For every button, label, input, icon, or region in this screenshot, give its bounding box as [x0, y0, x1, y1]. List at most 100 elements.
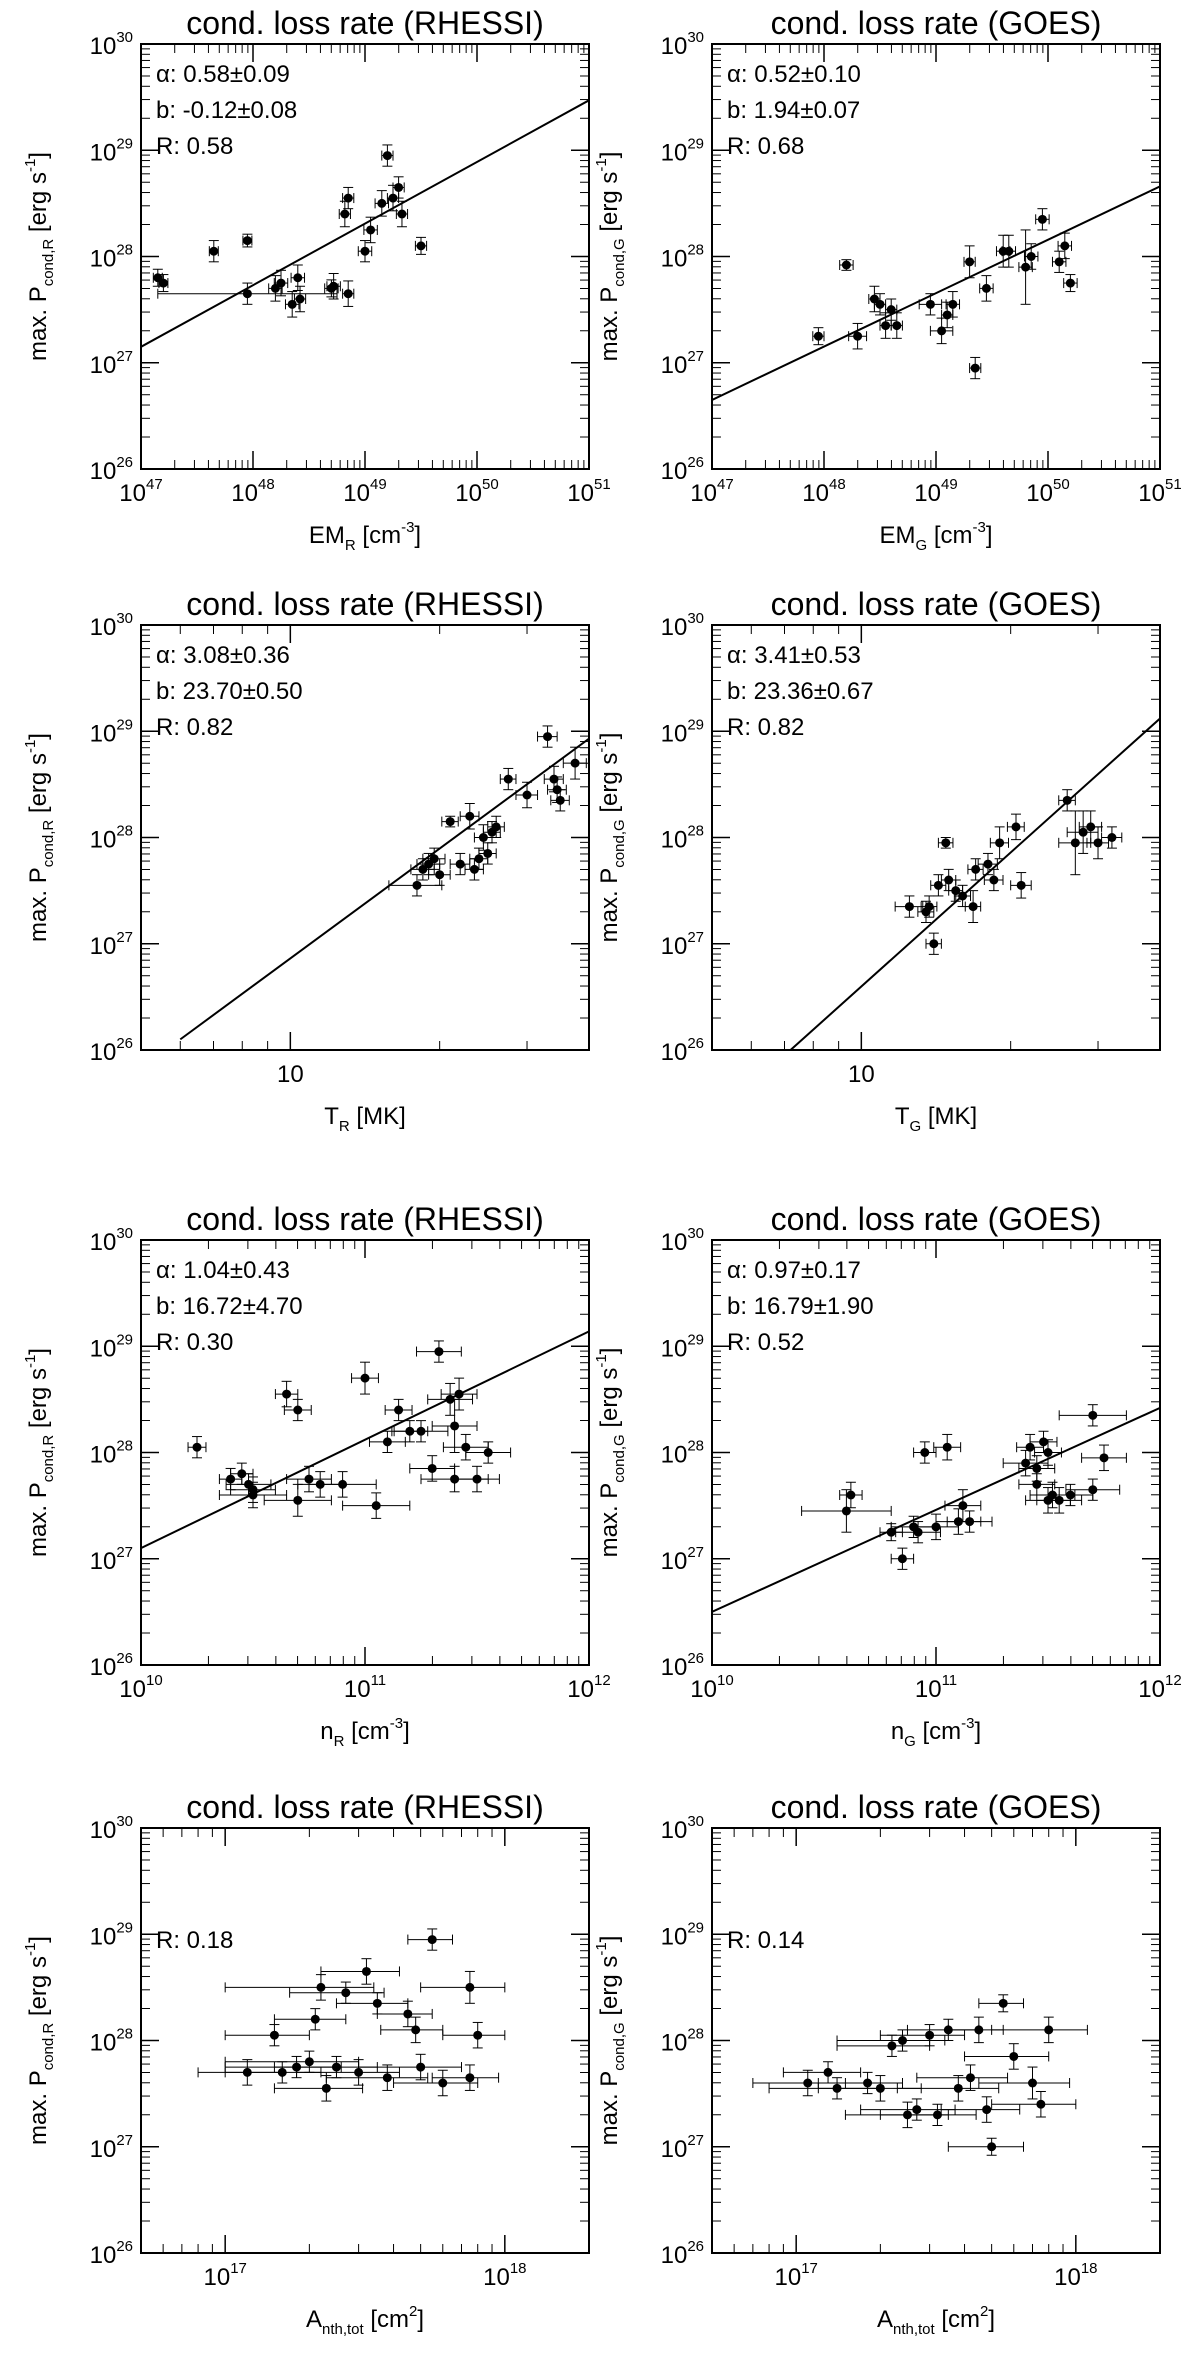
data-marker [965, 1517, 975, 1527]
data-marker [269, 2030, 279, 2040]
y-tick-base: 10 [90, 827, 117, 854]
data-marker [416, 2062, 426, 2072]
data-point [326, 273, 341, 300]
data-marker [887, 2041, 897, 2051]
data-point [414, 236, 428, 255]
data-point [979, 275, 994, 302]
data-point [983, 868, 1004, 892]
chart-title: cond. loss rate (RHESSI) [186, 1789, 543, 1825]
data-point [1058, 789, 1076, 812]
data-point [357, 240, 373, 263]
fit-annotation: α: 0.97±0.17 [727, 1257, 861, 1284]
data-layer [141, 1330, 589, 1550]
data-marker [331, 2062, 341, 2072]
data-layer [197, 1928, 506, 2102]
data-marker [929, 939, 939, 949]
y-label-close: ] [596, 152, 623, 159]
data-marker [226, 1474, 236, 1484]
data-marker [1011, 822, 1021, 832]
data-point [817, 2071, 904, 2095]
y-tick-base: 10 [90, 2242, 117, 2269]
x-label-base: n [891, 1718, 904, 1745]
data-marker [153, 273, 163, 283]
data-point [273, 2008, 347, 2031]
x-tick-label: 1010 [690, 1672, 733, 1703]
data-point [1034, 1439, 1062, 1466]
data-marker [343, 193, 353, 203]
y-tick-label: 1029 [90, 1331, 133, 1362]
data-marker [974, 2025, 984, 2035]
y-label-sup: -1 [22, 740, 39, 753]
fit-annotation: R: 0.18 [156, 1927, 233, 1954]
y-axis-label: max. Pcond,R [erg s-1] [22, 152, 57, 361]
y-label-unit: [erg s [596, 172, 623, 239]
data-marker [987, 2142, 997, 2152]
y-tick-label: 1028 [661, 823, 704, 854]
y-label-base: max. P [596, 868, 623, 943]
data-marker [276, 278, 286, 288]
data-marker [338, 1479, 348, 1489]
fit-annotation: R: 0.30 [156, 1329, 233, 1356]
x-tick-label: 1011 [915, 1672, 957, 1703]
y-tick-exp: 29 [116, 135, 133, 152]
fit-annotation: b: 23.36±0.67 [727, 678, 874, 705]
data-marker [1065, 1490, 1075, 1500]
y-tick-base: 10 [90, 1442, 117, 1469]
y-tick-base: 10 [90, 352, 117, 379]
data-marker [570, 758, 580, 768]
x-tick-base: 10 [343, 480, 370, 507]
fit-annotation: R: 0.58 [156, 133, 233, 160]
y-tick-base: 10 [661, 2030, 688, 2057]
x-label-sub: nth,tot [893, 2321, 936, 2338]
y-label-close: ] [25, 733, 52, 740]
x-label-sub: R [345, 537, 356, 554]
x-label-unit: [cm [916, 1718, 961, 1745]
data-marker [1028, 2078, 1038, 2088]
data-point [224, 2024, 310, 2047]
y-tick-exp: 26 [116, 454, 133, 471]
data-marker [429, 854, 439, 864]
fit-annotation: α: 3.41±0.53 [727, 642, 861, 669]
data-point [325, 2064, 429, 2091]
data-marker [248, 1485, 258, 1495]
data-marker [310, 2014, 320, 2024]
x-label-base: A [306, 2306, 322, 2333]
y-tick-base: 10 [90, 1923, 117, 1950]
data-point [977, 852, 998, 876]
y-tick-label: 1026 [90, 1650, 133, 1681]
panel-t_g: cond. loss rate (GOES)102610271028102910… [593, 586, 1161, 1135]
y-tick-exp: 28 [116, 823, 133, 840]
x-label-unit: [cm [344, 1718, 389, 1745]
fit-line [712, 1406, 1160, 1613]
y-tick-base: 10 [661, 933, 688, 960]
data-marker [869, 294, 879, 304]
data-point [273, 269, 289, 297]
y-tick-base: 10 [90, 933, 117, 960]
x-tick-exp: 48 [258, 476, 275, 493]
data-point [1101, 826, 1123, 849]
fit-annotation: α: 3.08±0.36 [156, 642, 290, 669]
y-tick-label: 1030 [661, 610, 704, 641]
x-tick-base: 10 [1138, 480, 1165, 507]
fit-line [179, 737, 589, 1041]
data-point [351, 1361, 379, 1395]
data-marker [321, 2083, 331, 2093]
y-tick-exp: 30 [687, 1225, 704, 1242]
data-marker [968, 902, 978, 912]
data-point [812, 327, 825, 346]
y-label-sup: -1 [22, 159, 39, 172]
y-axis-label: max. Pcond,R [erg s-1] [22, 1348, 57, 1557]
x-tick-label: 1050 [455, 476, 498, 507]
data-marker [394, 182, 404, 192]
y-tick-base: 10 [90, 139, 117, 166]
y-tick-exp: 30 [687, 1813, 704, 1830]
data-marker [465, 2073, 475, 2083]
x-label-sup: -3 [401, 519, 414, 536]
data-point [381, 144, 394, 167]
data-point [296, 2059, 400, 2086]
data-point [376, 2000, 433, 2028]
y-tick-label: 1027 [90, 2132, 133, 2163]
data-point [428, 863, 451, 886]
y-tick-label: 1026 [90, 454, 133, 485]
data-point [964, 2043, 1050, 2070]
